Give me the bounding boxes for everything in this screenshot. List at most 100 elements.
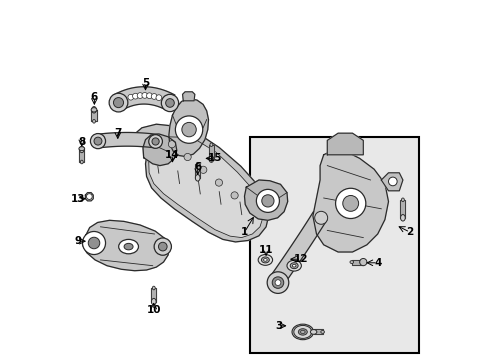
Ellipse shape [91,108,97,112]
Circle shape [335,188,365,219]
Text: 10: 10 [146,305,161,315]
Circle shape [146,93,152,99]
Polygon shape [351,260,363,265]
Circle shape [158,242,167,251]
Circle shape [168,141,175,148]
Polygon shape [113,87,174,110]
Circle shape [272,277,283,288]
Circle shape [94,137,102,145]
Ellipse shape [124,243,133,250]
Circle shape [275,280,280,285]
Polygon shape [244,180,287,220]
Circle shape [215,179,222,186]
Polygon shape [148,137,263,238]
Circle shape [88,237,100,249]
Polygon shape [208,145,213,159]
Text: 5: 5 [142,78,149,88]
Polygon shape [97,132,157,148]
Ellipse shape [152,286,155,290]
Ellipse shape [263,258,266,261]
Ellipse shape [92,120,95,123]
Polygon shape [91,110,96,121]
Text: 1: 1 [241,227,247,237]
Polygon shape [79,149,84,162]
Text: 14: 14 [165,150,180,160]
Circle shape [109,93,127,112]
Circle shape [137,93,142,98]
Ellipse shape [401,198,404,202]
Circle shape [148,135,162,148]
Polygon shape [312,151,387,252]
Text: 4: 4 [373,258,381,268]
Ellipse shape [320,330,324,333]
Circle shape [151,94,157,99]
Circle shape [256,189,279,212]
Circle shape [132,93,138,99]
Polygon shape [85,193,93,201]
Polygon shape [82,220,168,271]
Circle shape [175,116,203,143]
Polygon shape [168,99,208,157]
Circle shape [165,99,174,107]
Ellipse shape [292,264,295,267]
Circle shape [230,192,238,199]
Circle shape [142,93,147,98]
Circle shape [128,94,133,100]
Circle shape [154,238,171,255]
Ellipse shape [289,263,298,269]
Polygon shape [142,134,177,166]
Text: 15: 15 [207,153,222,163]
Bar [249,137,418,353]
Text: 13: 13 [71,194,85,204]
Polygon shape [182,92,194,101]
Ellipse shape [79,147,84,150]
Polygon shape [381,173,402,191]
Polygon shape [270,212,326,285]
Circle shape [199,166,206,174]
Ellipse shape [359,260,366,264]
Circle shape [182,122,196,137]
Text: 8: 8 [78,137,85,147]
Text: 6: 6 [194,162,201,172]
Text: 2: 2 [406,227,413,237]
Text: 12: 12 [293,254,308,264]
Circle shape [161,94,178,112]
Ellipse shape [349,261,353,264]
Circle shape [113,98,123,108]
Ellipse shape [209,143,212,147]
Ellipse shape [208,156,213,162]
Ellipse shape [298,329,306,335]
Circle shape [82,231,105,255]
Polygon shape [134,124,268,242]
Text: 6: 6 [91,92,98,102]
Polygon shape [400,200,405,218]
Ellipse shape [291,324,313,340]
Ellipse shape [261,257,269,263]
Circle shape [266,272,288,293]
Ellipse shape [196,162,199,166]
Circle shape [90,134,105,149]
Ellipse shape [293,325,311,338]
Text: 11: 11 [258,245,273,255]
Ellipse shape [195,175,200,181]
Ellipse shape [119,239,138,254]
Ellipse shape [310,330,316,334]
Circle shape [261,195,273,207]
Circle shape [152,138,159,145]
Ellipse shape [91,107,96,113]
Ellipse shape [79,146,84,153]
Circle shape [314,211,327,224]
Polygon shape [151,288,156,302]
Ellipse shape [286,260,301,271]
Circle shape [183,153,191,161]
Circle shape [86,194,92,199]
Ellipse shape [300,330,305,333]
Circle shape [359,258,366,266]
Text: 9: 9 [75,236,81,246]
Ellipse shape [151,298,156,305]
Ellipse shape [258,255,272,265]
Circle shape [342,195,358,211]
Polygon shape [313,329,322,334]
Text: 3: 3 [275,321,282,331]
Ellipse shape [400,215,405,221]
